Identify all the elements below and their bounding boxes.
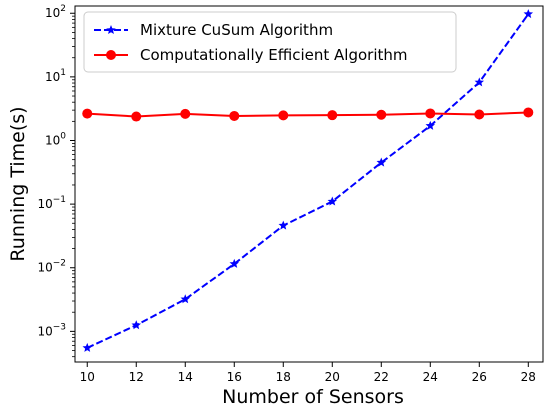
y-tick-label: 101 bbox=[45, 68, 66, 84]
series-layer bbox=[82, 9, 534, 352]
legend-star-marker bbox=[106, 25, 116, 35]
legend-box bbox=[83, 11, 457, 73]
data-point-circle bbox=[131, 111, 142, 122]
x-tick-label: 20 bbox=[325, 370, 340, 384]
data-point-circle bbox=[425, 108, 436, 119]
data-point-circle bbox=[180, 108, 191, 119]
y-tick-label: 10−2 bbox=[37, 259, 66, 275]
x-tick-label: 26 bbox=[472, 370, 487, 384]
data-point-star bbox=[180, 294, 191, 304]
x-tick-label: 22 bbox=[374, 370, 389, 384]
data-point-star bbox=[278, 220, 289, 230]
y-tick-label: 10−3 bbox=[37, 322, 66, 338]
x-tick-label: 10 bbox=[80, 370, 95, 384]
data-point-circle bbox=[376, 109, 387, 120]
x-tick-label: 18 bbox=[276, 370, 291, 384]
legend-label-efficient: Computationally Efficient Algorithm bbox=[140, 46, 408, 64]
y-tick-label: 10−1 bbox=[37, 195, 66, 211]
y-tick-label: 102 bbox=[45, 4, 66, 20]
data-point-star bbox=[425, 120, 436, 130]
legend: Mixture CuSum Algorithm Computationally … bbox=[83, 11, 457, 73]
data-point-star bbox=[474, 77, 485, 87]
data-point-star bbox=[131, 320, 142, 330]
data-point-star bbox=[229, 258, 240, 268]
series-line-1 bbox=[87, 111, 529, 118]
data-point-star bbox=[376, 157, 387, 167]
legend-label-mixture: Mixture CuSum Algorithm bbox=[140, 21, 333, 39]
y-tick-label: 100 bbox=[45, 131, 66, 147]
y-axis: 10−3 10−2 10−1 100 101 102 bbox=[37, 4, 75, 358]
x-axis: 10 12 14 16 18 20 22 24 26 28 bbox=[80, 362, 536, 384]
x-tick-label: 16 bbox=[227, 370, 242, 384]
series-line-0 bbox=[86, 13, 530, 349]
x-tick-label: 24 bbox=[423, 370, 438, 384]
data-point-circle bbox=[327, 110, 338, 121]
x-tick-label: 14 bbox=[178, 370, 193, 384]
data-point-star bbox=[523, 9, 534, 19]
data-point-circle bbox=[229, 110, 240, 121]
data-point-star bbox=[327, 196, 338, 206]
data-point-star bbox=[82, 342, 93, 352]
data-point-circle bbox=[82, 108, 93, 119]
data-point-circle bbox=[523, 107, 534, 118]
x-tick-label: 28 bbox=[521, 370, 536, 384]
x-axis-label: Number of Sensors bbox=[222, 386, 404, 406]
legend-circle-marker bbox=[106, 50, 116, 60]
data-point-circle bbox=[474, 109, 485, 120]
x-tick-label: 12 bbox=[129, 370, 144, 384]
y-axis-label: Running Time(s) bbox=[7, 106, 29, 261]
data-point-circle bbox=[278, 110, 289, 121]
